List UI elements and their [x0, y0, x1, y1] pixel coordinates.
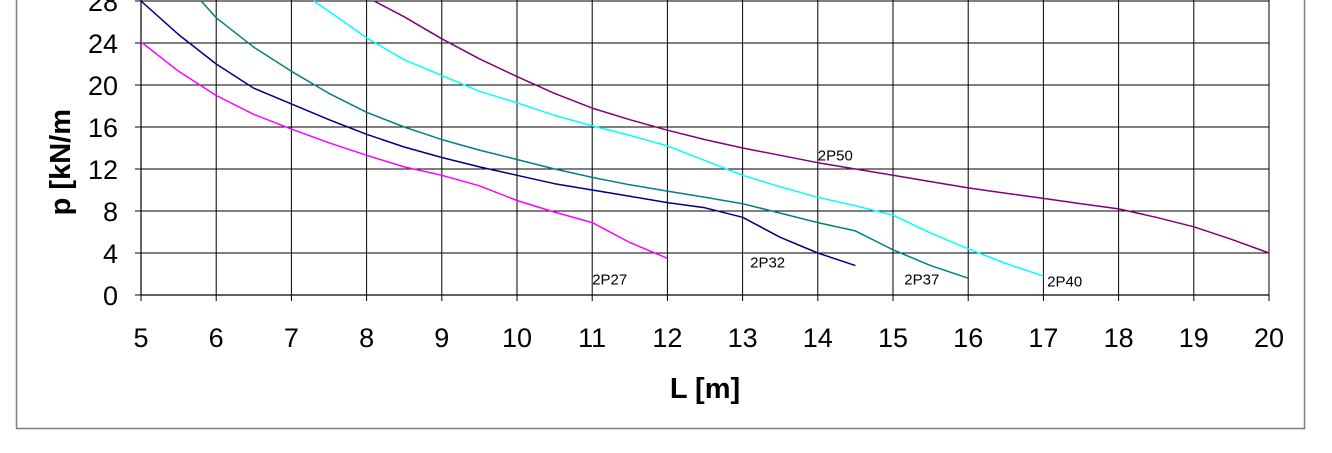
y-tick-label: 28: [88, 0, 118, 17]
series-annotations: 2P27 2P32 2P37 2P40 2P50: [592, 148, 1082, 291]
series-label-2p37: 2P37: [904, 272, 939, 289]
x-tick-label: 19: [1179, 323, 1209, 353]
series-lines: [140, 0, 1270, 279]
x-tick-label: 12: [652, 323, 682, 353]
series-label-2p40: 2P40: [1047, 274, 1082, 291]
series-label-2p32: 2P32: [750, 255, 785, 272]
x-tick-label: 8: [359, 323, 374, 353]
x-tick-label: 16: [953, 323, 983, 353]
x-tick-label: 6: [209, 323, 224, 353]
y-tick-label: 20: [88, 71, 118, 101]
x-tick-label: 9: [434, 323, 449, 353]
y-axis-title: p [kN/m: [45, 109, 77, 215]
series-label-2p27: 2P27: [592, 272, 627, 289]
series-label-2p50: 2P50: [818, 148, 853, 165]
gridlines: [141, 0, 1270, 295]
x-tick-label: 18: [1104, 323, 1134, 353]
x-tick-label: 14: [803, 323, 833, 353]
x-tick-label: 11: [578, 323, 606, 353]
series-line-2p37: [200, 0, 969, 279]
x-tick-label: 10: [502, 323, 532, 353]
chart-border: [15, 0, 1306, 430]
x-tick-label: 13: [728, 323, 758, 353]
x-tick-label: 7: [284, 323, 299, 353]
x-tick-labels: 5 6 7 8 9 10 11 12 13 14 15 16 17 18 19 20: [133, 323, 1284, 353]
x-tick-label: 5: [133, 323, 148, 353]
y-tick-label: 24: [88, 29, 118, 59]
x-tick-label: 20: [1254, 323, 1284, 353]
y-tick-label: 16: [88, 113, 118, 143]
x-tick-label: 15: [878, 323, 908, 353]
series-line-2p40: [313, 0, 1044, 277]
y-tick-labels: 0 4 8 12 16 20 24 28: [88, 0, 118, 311]
series-line-2p32: [140, 0, 856, 267]
y-tick-label: 0: [103, 281, 118, 311]
y-tick-label: 12: [88, 155, 118, 185]
axes: [135, 0, 1270, 301]
series-line-2p50: [373, 0, 1270, 254]
y-tick-label: 4: [103, 239, 118, 269]
x-axis-title: L [m]: [670, 373, 740, 405]
series-line-2p27: [140, 41, 668, 259]
y-tick-label: 8: [103, 197, 118, 227]
x-tick-label: 17: [1028, 323, 1058, 353]
